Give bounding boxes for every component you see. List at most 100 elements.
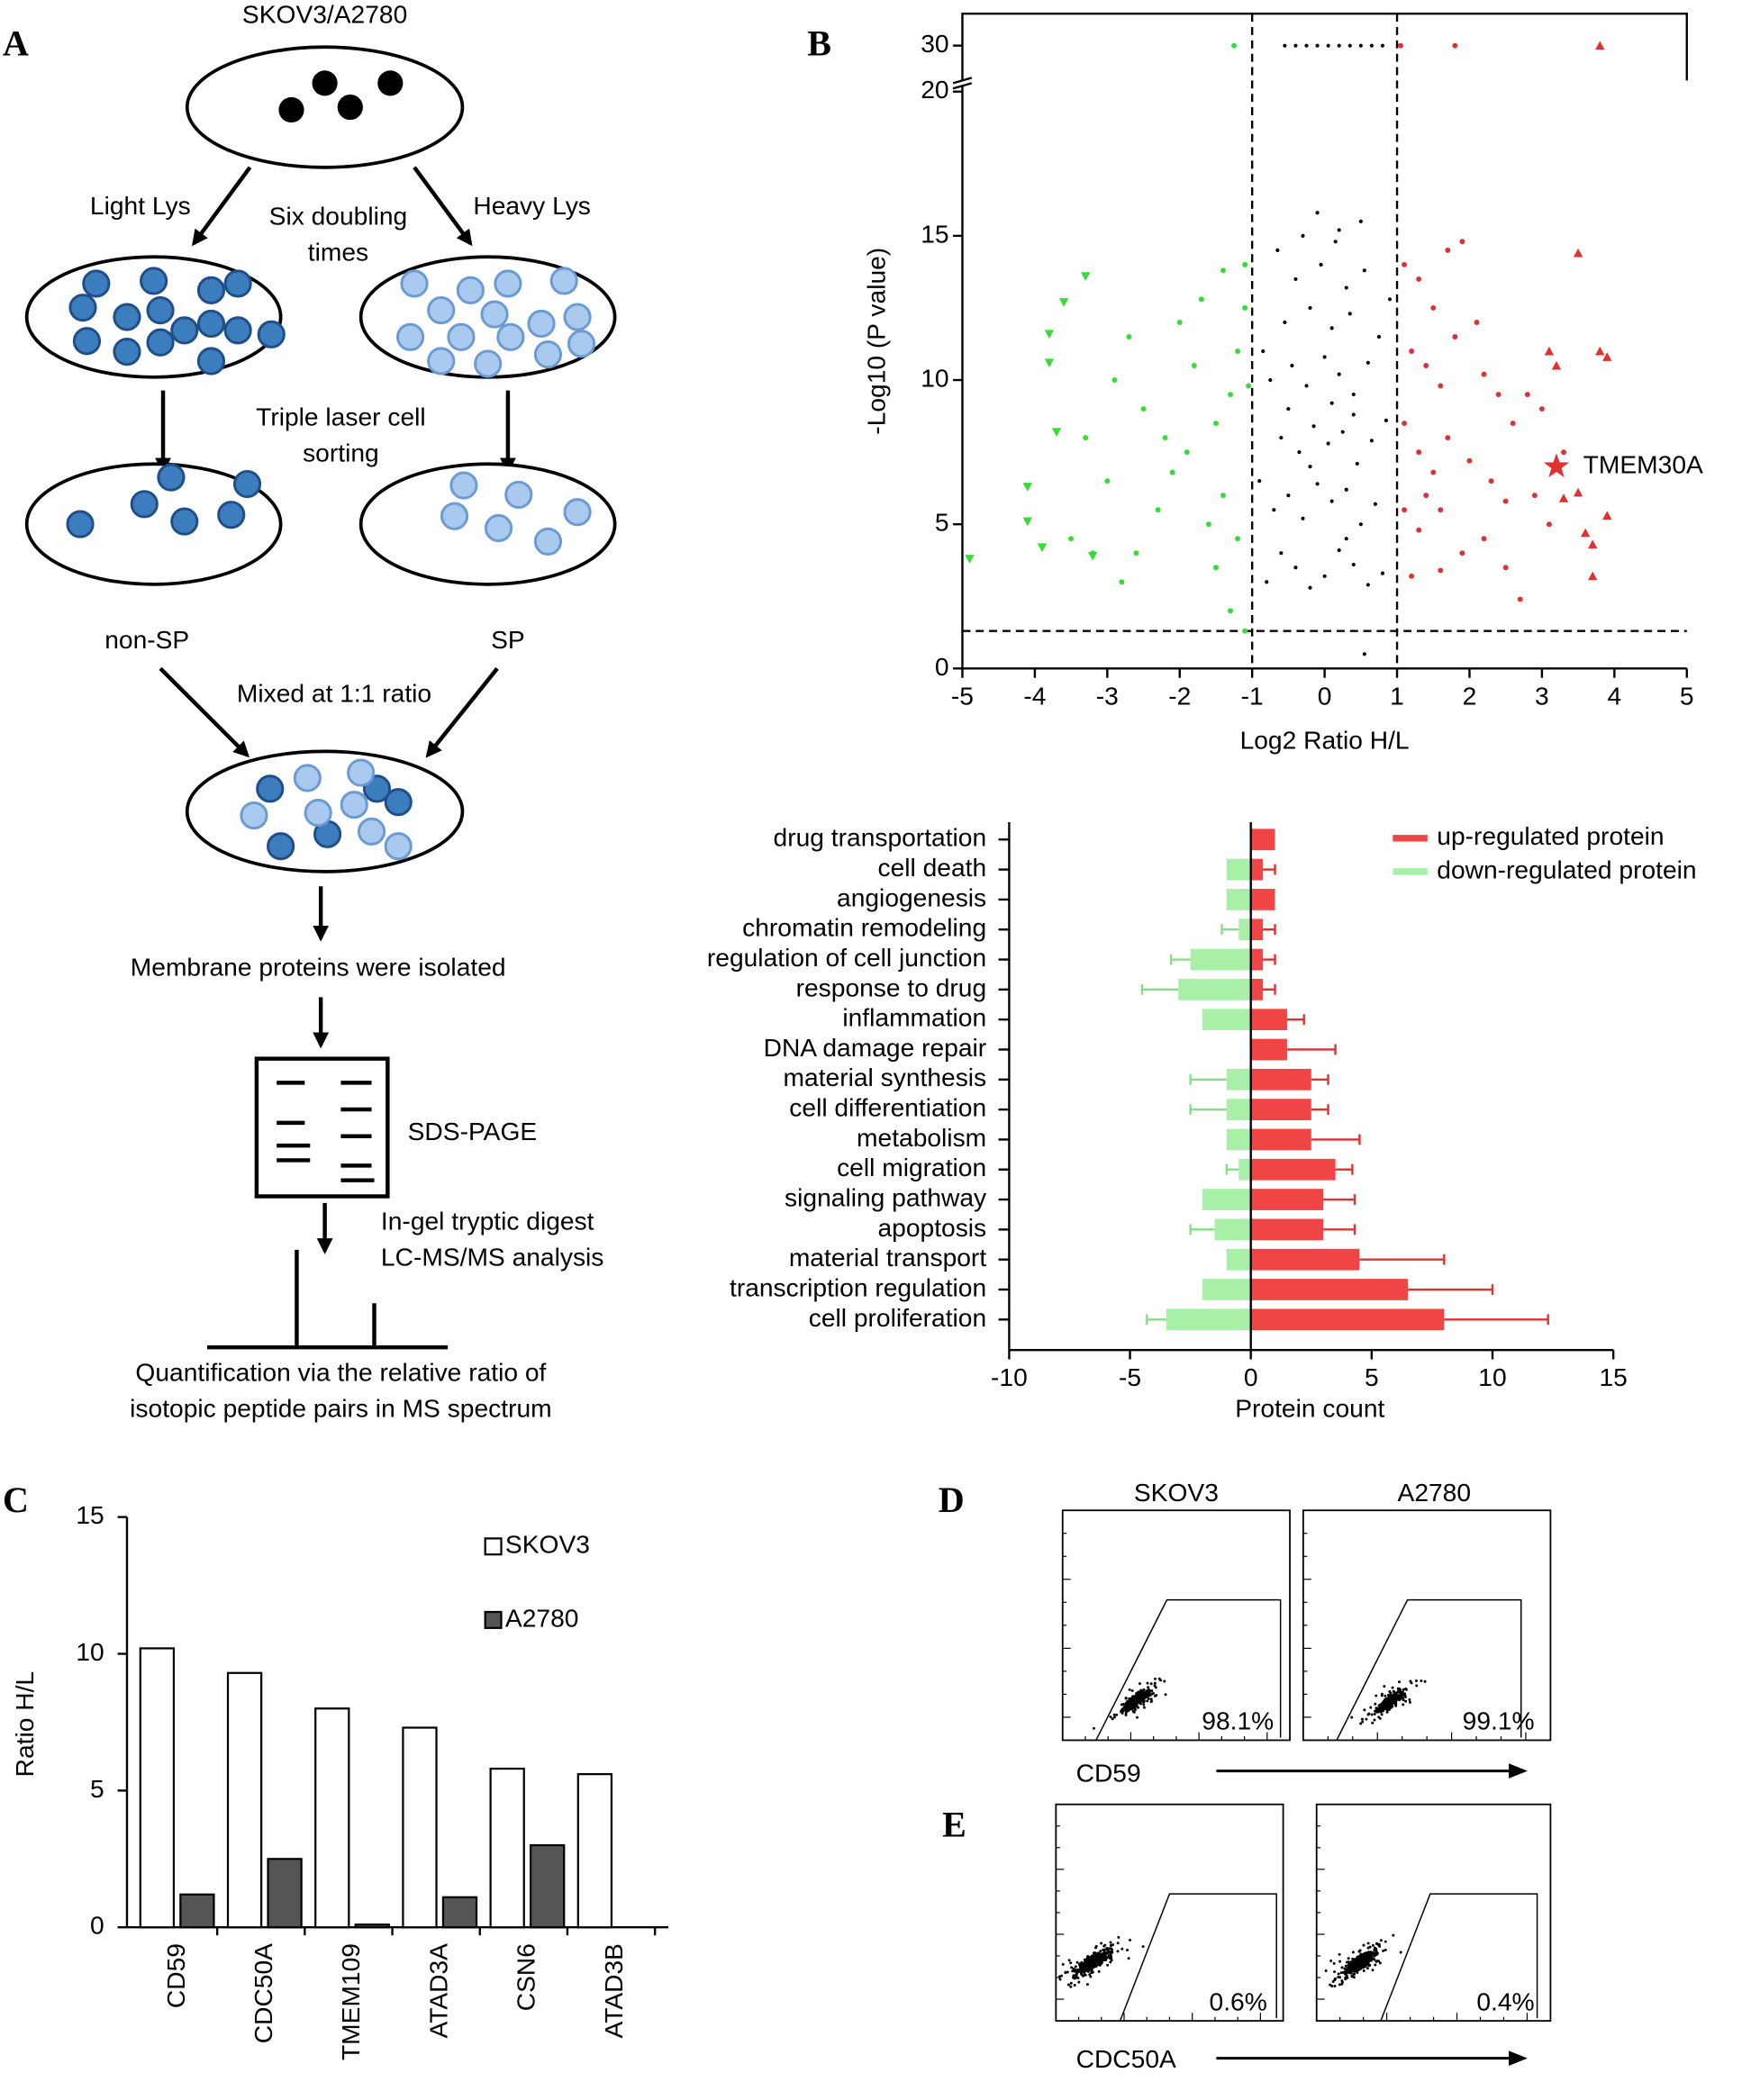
data-point [1044, 358, 1055, 368]
event-dot [1072, 1976, 1075, 1979]
event-dot [1085, 1983, 1089, 1987]
event-dot [1402, 1697, 1405, 1700]
category-label: inflammation [842, 1003, 986, 1032]
data-point [1524, 392, 1530, 398]
bar [1250, 1189, 1324, 1210]
event-dot [1106, 1963, 1110, 1967]
event-dot [1094, 1960, 1098, 1963]
data-point [1169, 469, 1175, 475]
event-dot [1116, 1942, 1120, 1945]
event-dot [1091, 1970, 1094, 1974]
x-tick-label: -1 [1241, 681, 1264, 710]
x-tick-label: 1 [1390, 681, 1404, 710]
legend-label: down-regulated protein [1437, 855, 1696, 883]
event-dot [1368, 1959, 1372, 1962]
panel-label: E [942, 1805, 966, 1845]
data-point [1283, 320, 1287, 325]
event-dot [1094, 1958, 1098, 1961]
data-point [1355, 461, 1359, 466]
data-point [1580, 528, 1591, 538]
data-point [1423, 363, 1429, 368]
event-dot [1377, 1942, 1381, 1946]
arrow [159, 666, 250, 758]
event-dot [1324, 1969, 1328, 1972]
y-tick-label: 0 [90, 1911, 104, 1940]
data-point [1220, 493, 1226, 499]
event-dot [1372, 1957, 1375, 1960]
x-tick-label: 5 [1680, 681, 1694, 710]
data-point [1438, 383, 1444, 389]
event-dot [1393, 1696, 1396, 1699]
data-point [1337, 228, 1341, 232]
x-tick-label: -5 [951, 681, 974, 710]
error-bar [1169, 954, 1191, 965]
cell [447, 322, 476, 351]
error-bar [1189, 1224, 1215, 1236]
data-point [1022, 517, 1033, 527]
y-tick-label: 0 [935, 652, 949, 681]
event-dot [1142, 1706, 1146, 1709]
event-dot [1123, 1706, 1127, 1709]
data-point [1409, 348, 1415, 354]
data-point [1235, 348, 1241, 354]
gate-percent: 98.1% [1202, 1706, 1274, 1735]
event-dot [1124, 1697, 1128, 1700]
data-point [1369, 439, 1374, 443]
gel-bands [277, 1081, 375, 1182]
data-point [1242, 628, 1248, 634]
event-dot [1332, 1961, 1336, 1965]
data-point [1344, 537, 1348, 541]
diagram-text: SKOV3/A2780 [242, 0, 407, 29]
event-dot [1057, 1975, 1061, 1978]
event-dot [1124, 1713, 1128, 1716]
event-dot [1121, 1703, 1125, 1706]
category-label: signaling pathway [785, 1183, 987, 1212]
event-dot [1134, 1708, 1138, 1711]
event-dot [1374, 1950, 1378, 1953]
data-point [1301, 516, 1305, 520]
event-dot [1101, 1952, 1104, 1956]
event-dot [1378, 1704, 1382, 1707]
error-bar [1263, 924, 1276, 936]
event-dot [1136, 1697, 1139, 1701]
data-point [1198, 296, 1204, 303]
bar [1250, 1218, 1324, 1241]
bar [1226, 858, 1251, 881]
data-point [1369, 43, 1374, 48]
category-label: metabolism [857, 1123, 986, 1152]
category-label: DNA damage repair [764, 1033, 987, 1062]
x-tick-label: 4 [1607, 681, 1621, 710]
event-dot [1141, 1945, 1145, 1949]
data-point [1445, 435, 1451, 441]
cell [504, 480, 533, 509]
cell [217, 501, 246, 530]
event-dot [1399, 1951, 1402, 1954]
bar [354, 1923, 390, 1929]
event-dot [1361, 1957, 1365, 1960]
event-dot [1139, 1688, 1143, 1692]
event-dot [1401, 1691, 1404, 1695]
event-dot [1391, 1702, 1394, 1706]
data-point [1329, 499, 1334, 503]
bar [1226, 1099, 1251, 1120]
cell [72, 327, 102, 356]
data-point [1365, 360, 1370, 365]
event-dot [1075, 1972, 1079, 1976]
cell-dish [185, 45, 465, 169]
cell [304, 799, 332, 828]
x-tick-label: -3 [1096, 681, 1119, 710]
gate [1380, 1893, 1538, 2022]
data-point [1347, 312, 1352, 316]
event-dot [1374, 1709, 1377, 1713]
event-dot [1347, 1962, 1351, 1966]
data-point [1068, 536, 1075, 542]
event-dot [1109, 1960, 1112, 1964]
data-point [1322, 355, 1327, 359]
event-dot [1099, 1958, 1102, 1961]
cell [563, 303, 592, 331]
event-dot [1130, 1697, 1134, 1701]
error-bar [1220, 924, 1239, 936]
event-dot [1097, 1959, 1101, 1962]
event-dot [1354, 1963, 1357, 1967]
